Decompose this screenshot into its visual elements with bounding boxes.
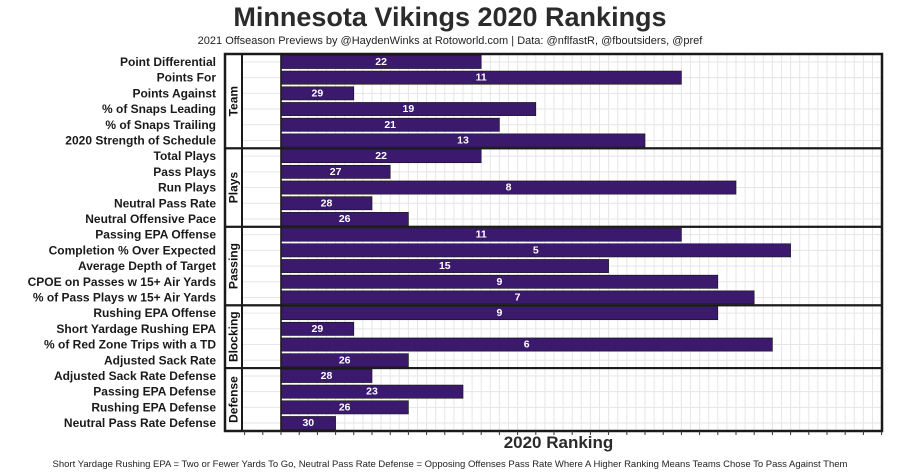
category-label: Run Plays: [158, 181, 216, 195]
category-label: Neutral Pass Rate: [114, 196, 216, 210]
category-label: Adjusted Sack Rate: [104, 353, 216, 367]
category-label: Points For: [157, 71, 217, 85]
category-label: Passing EPA Defense: [93, 385, 216, 399]
bar-value-label: 22: [375, 150, 387, 162]
facet-passing: Passing 11 Passing EPA Offense 5 Completion …: [28, 225, 883, 307]
bar-value-label: 27: [330, 166, 342, 178]
category-label: % of Red Zone Trips with a TD: [44, 338, 216, 352]
bar-value-label: 28: [321, 370, 333, 382]
category-label: 2020 Strength of Schedule: [65, 133, 216, 147]
chart-subtitle: 2021 Offseason Previews by @HaydenWinks …: [197, 35, 703, 47]
facet-label: Team: [227, 86, 241, 116]
bar-value-label: 19: [403, 103, 415, 115]
bar-value-label: 11: [476, 229, 487, 241]
chart-title: Minnesota Vikings 2020 Rankings: [233, 2, 667, 32]
bar-value-label: 29: [312, 87, 324, 99]
category-label: Pass Plays: [153, 165, 216, 179]
facet-label: Passing: [227, 243, 241, 289]
bar-value-label: 29: [312, 323, 324, 335]
bar-value-label: 26: [339, 401, 351, 413]
bar-value-label: 5: [533, 244, 539, 256]
bar-value-label: 23: [366, 386, 378, 398]
facet-label: Blocking: [227, 311, 241, 362]
x-axis-ticks: [244, 431, 883, 435]
bar-value-label: 6: [524, 339, 530, 351]
facet-blocking: Blocking 9 Rushing EPA Offense 29 Short Yard…: [44, 304, 883, 370]
bar-value-label: 9: [496, 307, 502, 319]
bar-value-label: 15: [439, 260, 451, 272]
facet-label: Plays: [227, 172, 241, 204]
category-label: Points Against: [132, 86, 216, 100]
bar-value-label: 11: [476, 72, 487, 84]
category-label: Completion % Over Expected: [49, 243, 216, 257]
category-label: % of Snaps Leading: [102, 102, 216, 116]
category-label: Total Plays: [154, 149, 217, 163]
bar-value-label: 30: [302, 417, 314, 429]
category-label: Neutral Offensive Pace: [85, 212, 216, 226]
category-label: Rushing EPA Defense: [91, 400, 216, 414]
category-label: Rushing EPA Offense: [93, 306, 216, 320]
bar-value-label: 13: [457, 134, 469, 146]
category-label: Passing EPA Offense: [95, 228, 216, 242]
chart-footnote: Short Yardage Rushing EPA = Two or Fewer…: [52, 459, 848, 470]
category-label: % of Snaps Trailing: [105, 118, 216, 132]
bar-value-label: 28: [321, 197, 333, 209]
category-label: Point Differential: [120, 55, 216, 69]
bar-value-label: 26: [339, 213, 351, 225]
bar-value-label: 8: [506, 182, 512, 194]
category-label: % of Pass Plays w 15+ Air Yards: [33, 290, 216, 304]
x-axis-title: 2020 Ranking: [504, 433, 614, 452]
bar-value-label: 9: [496, 276, 502, 288]
bar-value-label: 26: [339, 354, 351, 366]
category-label: Neutral Pass Rate Defense: [64, 416, 216, 430]
bar-value-label: 22: [375, 56, 387, 68]
category-label: Short Yardage Rushing EPA: [56, 322, 216, 336]
category-label: Adjusted Sack Rate Defense: [54, 369, 216, 383]
bar-value-label: 21: [384, 119, 396, 131]
category-label: Average Depth of Target: [78, 259, 216, 273]
facet-label: Defense: [227, 376, 241, 423]
category-label: CPOE on Passes w 15+ Air Yards: [28, 275, 217, 289]
bar-value-label: 7: [515, 291, 521, 303]
